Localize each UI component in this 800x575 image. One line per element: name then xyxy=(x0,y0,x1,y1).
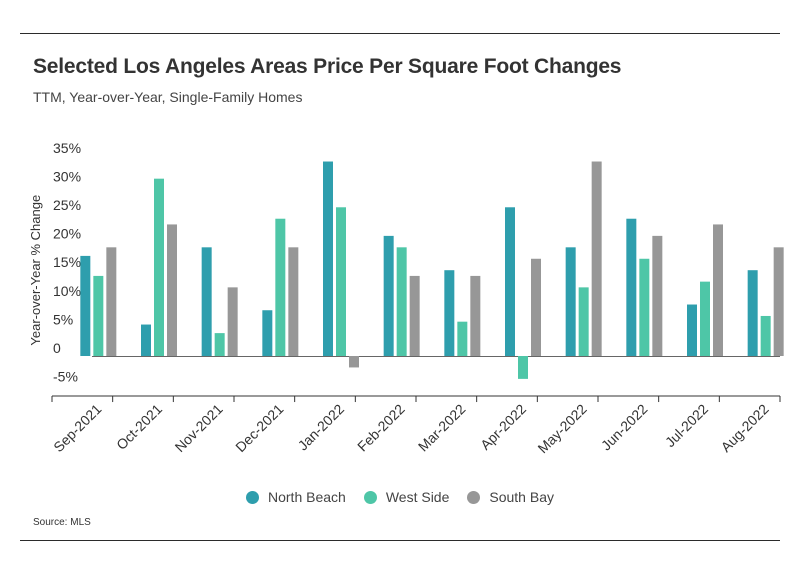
legend-swatch xyxy=(467,490,481,504)
bar-west-side-dec-2021 xyxy=(275,218,286,356)
bar-south-bay-may-2022 xyxy=(591,161,602,356)
legend-label: South Bay xyxy=(489,489,554,505)
legend-swatch xyxy=(363,490,377,504)
bar-north-beach-nov-2021 xyxy=(201,247,212,356)
y-axis-title: Year-over-Year % Change xyxy=(28,195,43,346)
bar-south-bay-dec-2021 xyxy=(288,247,299,356)
y-tick-label: 25% xyxy=(53,197,81,213)
y-tick-label: 35% xyxy=(53,140,81,156)
bar-north-beach-apr-2022 xyxy=(505,207,515,356)
legend-label: North Beach xyxy=(268,489,346,505)
bar-north-beach-aug-2022 xyxy=(747,270,758,356)
bar-west-side-mar-2022 xyxy=(457,321,468,356)
legend-item: West Side xyxy=(363,489,450,505)
x-tick-label: Jun-2022 xyxy=(598,401,651,454)
bar-south-bay-jan-2022 xyxy=(349,356,359,368)
bar-north-beach-jun-2022 xyxy=(626,218,637,356)
bar-west-side-jul-2022 xyxy=(700,281,710,356)
bar-south-bay-jul-2022 xyxy=(713,224,723,356)
y-tick-label: 20% xyxy=(53,226,81,242)
bar-west-side-nov-2021 xyxy=(214,333,225,356)
bar-west-side-sep-2021 xyxy=(93,275,104,356)
x-tick-label: Jul-2022 xyxy=(662,401,711,450)
y-tick-label: 0 xyxy=(53,340,61,356)
bar-north-beach-oct-2021 xyxy=(141,324,151,356)
bar-west-side-may-2022 xyxy=(578,287,589,356)
x-tick-label: Dec-2021 xyxy=(232,401,286,455)
bar-north-beach-sep-2021 xyxy=(80,255,91,356)
bar-south-bay-mar-2022 xyxy=(470,275,481,356)
bar-west-side-feb-2022 xyxy=(396,247,407,356)
y-tick-label: 5% xyxy=(53,311,73,327)
y-tick-label: 30% xyxy=(53,168,81,184)
legend-label: West Side xyxy=(385,489,450,505)
bar-south-bay-oct-2021 xyxy=(167,224,177,356)
bar-south-bay-nov-2021 xyxy=(227,287,238,356)
bar-west-side-aug-2022 xyxy=(760,315,771,356)
x-tick-label: Nov-2021 xyxy=(172,401,226,455)
x-tick-label: Apr-2022 xyxy=(477,401,529,453)
x-tick-label: Oct-2021 xyxy=(113,401,165,453)
bar-north-beach-mar-2022 xyxy=(444,270,455,356)
bar-south-bay-jun-2022 xyxy=(652,235,663,356)
x-tick-label: Aug-2022 xyxy=(718,401,772,455)
x-tick-label: May-2022 xyxy=(534,401,589,456)
x-tick-label: Feb-2022 xyxy=(354,401,408,455)
bar-north-beach-jul-2022 xyxy=(687,304,697,356)
y-tick-label: 15% xyxy=(53,254,81,270)
bar-south-bay-aug-2022 xyxy=(773,247,784,356)
legend-item: South Bay xyxy=(467,489,554,505)
bar-west-side-jan-2022 xyxy=(336,207,346,356)
legend-swatch xyxy=(246,490,259,504)
chart-legend: North Beach West Side South Bay xyxy=(0,489,800,505)
source-note: Source: MLS xyxy=(33,517,91,528)
y-tick-label: 10% xyxy=(53,283,81,299)
x-tick-label: Jan-2022 xyxy=(295,401,348,454)
bar-south-bay-feb-2022 xyxy=(409,275,420,356)
chart-title: Selected Los Angeles Areas Price Per Squ… xyxy=(33,55,622,78)
chart-subtitle: TTM, Year-over-Year, Single-Family Homes xyxy=(33,89,303,105)
bar-south-bay-sep-2021 xyxy=(106,247,117,356)
bar-west-side-oct-2021 xyxy=(154,178,164,356)
bar-north-beach-dec-2021 xyxy=(262,310,273,356)
x-tick-label: Sep-2021 xyxy=(50,401,104,455)
bar-west-side-jun-2022 xyxy=(639,258,650,356)
bar-west-side-apr-2022 xyxy=(518,356,528,379)
x-tick-label: Mar-2022 xyxy=(415,401,469,455)
top-rule xyxy=(20,33,780,34)
bar-south-bay-apr-2022 xyxy=(531,258,541,356)
bar-north-beach-may-2022 xyxy=(565,247,576,356)
bar-north-beach-feb-2022 xyxy=(383,235,394,356)
y-tick-label: -5% xyxy=(53,369,78,385)
bottom-rule xyxy=(20,540,780,541)
legend-item: North Beach xyxy=(246,489,346,505)
bar-north-beach-jan-2022 xyxy=(323,161,333,356)
